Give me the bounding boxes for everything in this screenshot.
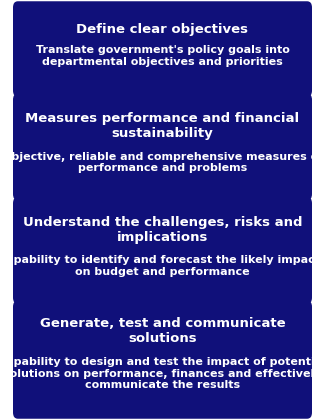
Text: Objective, reliable and comprehensive measures of
performance and problems: Objective, reliable and comprehensive me…	[2, 152, 323, 173]
Text: Define clear objectives: Define clear objectives	[76, 23, 249, 36]
Text: Generate, test and communicate
solutions: Generate, test and communicate solutions	[40, 317, 285, 345]
FancyBboxPatch shape	[13, 1, 312, 97]
Text: Capability to design and test the impact of potential
solutions on performance, : Capability to design and test the impact…	[0, 357, 325, 390]
FancyBboxPatch shape	[13, 94, 312, 200]
FancyBboxPatch shape	[13, 197, 312, 304]
Text: Measures performance and financial
sustainability: Measures performance and financial susta…	[25, 112, 300, 140]
Text: Capability to identify and forecast the likely impacts
on budget and performance: Capability to identify and forecast the …	[0, 255, 325, 277]
Text: Understand the challenges, risks and
implications: Understand the challenges, risks and imp…	[23, 215, 302, 244]
FancyBboxPatch shape	[13, 301, 312, 419]
Text: Translate government's policy goals into
departmental objectives and priorities: Translate government's policy goals into…	[35, 45, 290, 67]
